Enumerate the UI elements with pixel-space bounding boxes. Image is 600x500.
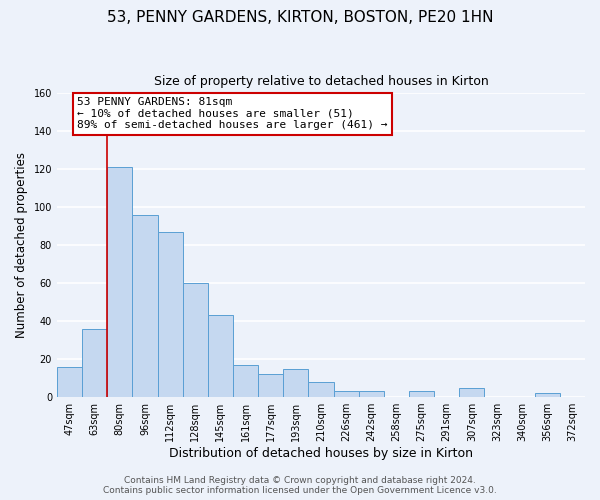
X-axis label: Distribution of detached houses by size in Kirton: Distribution of detached houses by size … bbox=[169, 447, 473, 460]
Bar bbox=[459, 388, 484, 397]
Bar bbox=[208, 316, 233, 397]
Bar bbox=[359, 392, 384, 397]
Bar bbox=[233, 365, 258, 397]
Bar bbox=[409, 392, 434, 397]
Bar bbox=[308, 382, 334, 397]
Text: 53, PENNY GARDENS, KIRTON, BOSTON, PE20 1HN: 53, PENNY GARDENS, KIRTON, BOSTON, PE20 … bbox=[107, 10, 493, 25]
Title: Size of property relative to detached houses in Kirton: Size of property relative to detached ho… bbox=[154, 75, 488, 88]
Bar bbox=[158, 232, 182, 397]
Bar bbox=[107, 168, 133, 397]
Bar bbox=[535, 394, 560, 397]
Text: Contains HM Land Registry data © Crown copyright and database right 2024.
Contai: Contains HM Land Registry data © Crown c… bbox=[103, 476, 497, 495]
Bar bbox=[283, 368, 308, 397]
Y-axis label: Number of detached properties: Number of detached properties bbox=[15, 152, 28, 338]
Bar bbox=[57, 366, 82, 397]
Bar bbox=[258, 374, 283, 397]
Bar bbox=[182, 283, 208, 397]
Bar bbox=[334, 392, 359, 397]
Bar bbox=[82, 328, 107, 397]
Bar bbox=[133, 215, 158, 397]
Text: 53 PENNY GARDENS: 81sqm
← 10% of detached houses are smaller (51)
89% of semi-de: 53 PENNY GARDENS: 81sqm ← 10% of detache… bbox=[77, 97, 388, 130]
